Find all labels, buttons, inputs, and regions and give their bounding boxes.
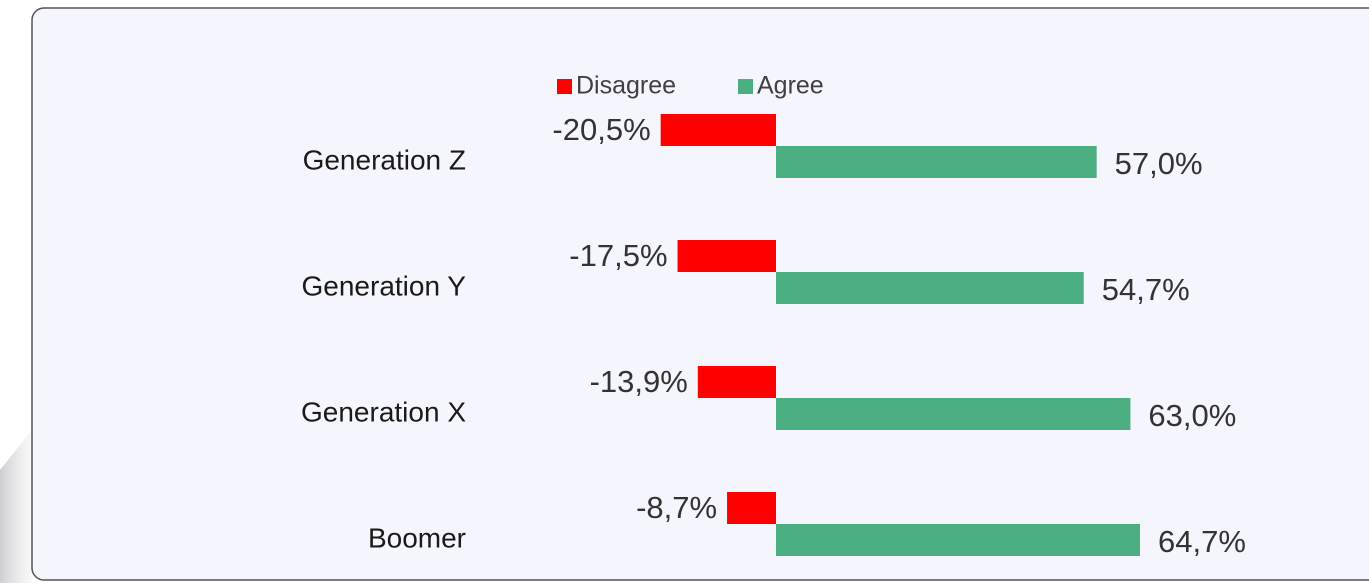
value-label: -17,5% <box>569 238 667 273</box>
shadow <box>0 430 32 583</box>
category-label: Generation Y <box>302 270 467 301</box>
bar <box>677 240 776 272</box>
bar <box>727 492 776 524</box>
legend-label: Disagree <box>576 72 676 100</box>
value-label: 64,7% <box>1158 524 1246 559</box>
bar <box>776 524 1140 556</box>
plot-area: Disagree Agree Generation Z -20,5% 57,0% Gene… <box>301 72 1246 560</box>
value-label: 57,0% <box>1115 146 1203 181</box>
legend-swatch <box>557 79 572 94</box>
category-label: Generation X <box>301 396 466 427</box>
bar <box>776 146 1097 178</box>
bar <box>660 114 776 146</box>
value-label: -20,5% <box>552 112 650 147</box>
value-label: -13,9% <box>590 364 688 399</box>
value-label: 54,7% <box>1102 272 1190 307</box>
legend-label: Agree <box>757 72 824 100</box>
legend-swatch <box>738 79 753 94</box>
value-label: 63,0% <box>1148 398 1236 433</box>
bar <box>776 398 1131 430</box>
category-label: Generation Z <box>303 144 466 175</box>
value-label: -8,7% <box>636 490 717 525</box>
bar <box>776 272 1084 304</box>
category-label: Boomer <box>368 522 466 553</box>
bar <box>697 366 776 398</box>
